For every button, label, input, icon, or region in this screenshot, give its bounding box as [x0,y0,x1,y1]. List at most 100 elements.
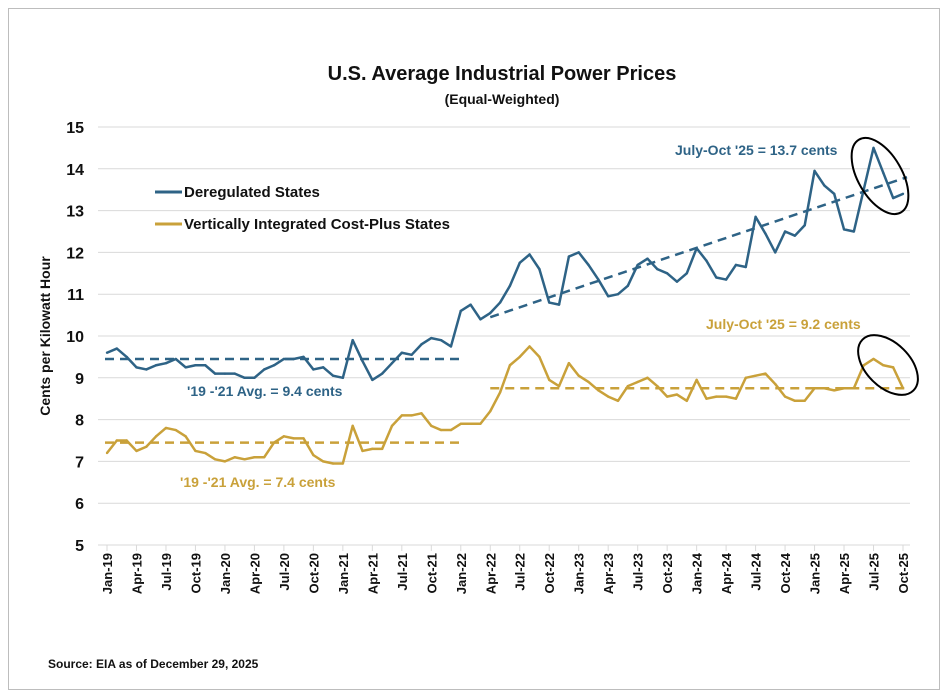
x-tick-label: Oct-22 [542,553,557,593]
data-point [518,355,521,359]
data-point [891,366,895,369]
x-tick-label: Jul-24 [749,552,764,590]
data-point [439,428,443,432]
data-point [813,387,816,390]
source-note: Source: EIA as of December 29, 2025 [48,657,259,671]
data-point [872,146,875,150]
data-point [548,378,551,382]
data-point [587,380,590,384]
data-point [783,230,787,233]
data-point [852,387,856,390]
data-point [793,234,797,237]
y-tick-label: 15 [66,120,84,137]
data-point [528,345,531,348]
data-point [164,426,168,430]
x-tick-label: Jul-22 [513,553,528,591]
data-point [380,447,384,451]
data-point [685,399,689,402]
data-point [164,361,168,365]
data-point [489,311,492,315]
data-point [695,247,698,250]
data-point [508,284,512,288]
data-point [606,395,610,398]
data-point [587,263,590,267]
x-tick-label: Apr-23 [601,553,616,594]
data-point [577,374,580,377]
data-point [675,393,679,396]
data-point [213,458,217,461]
data-point [154,435,158,438]
data-point [312,453,315,457]
data-point [695,378,698,382]
data-point [754,215,757,219]
data-point [430,336,433,340]
data-point [528,253,531,256]
data-point [272,441,276,444]
data-point [606,295,610,298]
data-point [891,196,895,200]
data-point [754,374,757,377]
data-point [302,355,305,359]
data-point [901,192,905,196]
x-tick-label: Apr-19 [129,553,144,594]
data-point [351,338,354,342]
data-point [626,384,630,388]
data-point [764,232,767,235]
data-point [302,437,305,440]
data-point [420,343,423,346]
x-tick-label: Apr-24 [719,552,734,594]
data-point [538,267,541,271]
data-point [331,462,335,465]
x-tick-label: Oct-20 [306,553,321,593]
data-point [577,251,580,254]
data-point [449,345,453,348]
data-point [135,366,138,369]
data-point [430,424,433,428]
annotation-vert-avg: '19 -'21 Avg. = 7.4 cents [180,474,336,490]
x-tick-label: Oct-25 [896,553,911,593]
data-point [734,397,738,400]
data-point [253,456,256,459]
x-tick-label: Jul-19 [159,553,174,591]
data-point [233,372,236,375]
data-point [243,458,246,461]
data-point [469,422,472,425]
x-tick-label: Jan-20 [218,553,233,594]
x-tick-label: Oct-19 [188,553,203,593]
data-point [223,372,227,375]
data-point [715,276,718,279]
series-line-vertically-integrated [106,345,905,465]
data-point [115,347,119,350]
chart-title: U.S. Average Industrial Power Prices [328,63,677,85]
data-point [852,230,856,233]
data-point [145,368,148,371]
data-point [675,280,679,283]
chart-subtitle: (Equal-Weighted) [445,91,560,107]
data-point [410,414,413,417]
data-point [341,462,345,465]
data-point [803,224,806,227]
data-point [597,278,600,281]
y-tick-label: 11 [67,287,84,304]
data-point [400,414,404,417]
data-point [351,424,354,428]
data-point [263,456,266,459]
reference-line [489,175,908,319]
data-point [459,309,462,313]
data-point [715,395,718,398]
data-point [803,399,806,402]
data-point [685,272,689,275]
data-point [154,364,158,367]
x-tick-label: Apr-25 [837,553,852,594]
y-tick-label: 6 [75,496,84,513]
y-tick-label: 13 [66,204,84,221]
data-point [390,361,394,365]
data-point [557,384,561,388]
data-point [204,364,207,367]
data-point [636,263,639,267]
data-point [243,376,246,379]
data-point [783,395,787,398]
data-point [174,428,177,432]
data-point [724,278,728,281]
data-point [145,445,148,448]
